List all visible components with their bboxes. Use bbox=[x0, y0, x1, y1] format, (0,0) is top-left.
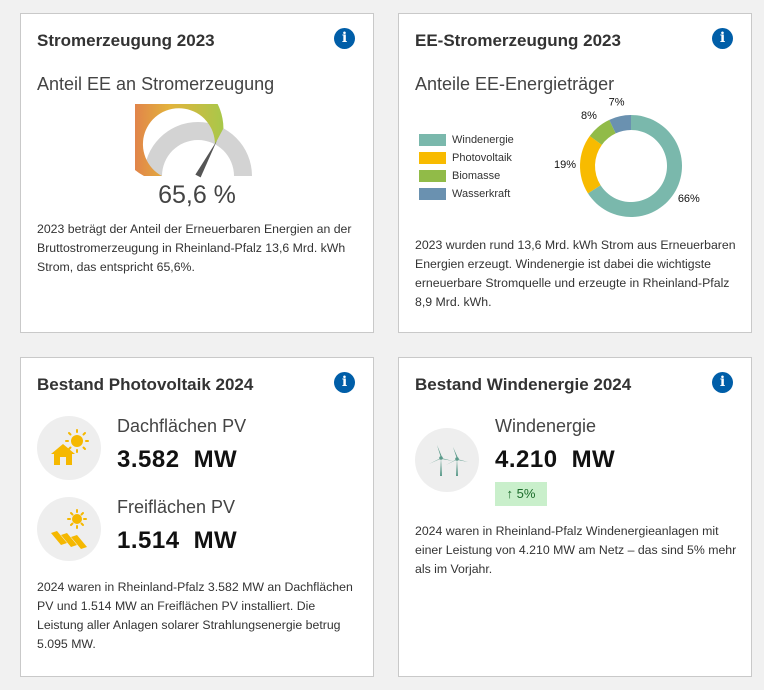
windenergie-label: Windenergie bbox=[495, 416, 597, 436]
card-description: 2023 beträgt der Anteil der Erneuerbaren… bbox=[37, 222, 352, 274]
legend-item: Wasserkraft bbox=[419, 185, 514, 203]
chart-legend: Windenergie Photovoltaik Biomasse Wasser… bbox=[419, 131, 514, 203]
legend-swatch bbox=[419, 170, 446, 182]
dachflaechen-label: Dachflächen PV bbox=[117, 416, 247, 436]
value-unit: MW bbox=[571, 446, 616, 473]
donut-slice-photovoltaik[interactable] bbox=[580, 136, 602, 194]
donut-slice-wasserkraft[interactable] bbox=[609, 115, 631, 134]
info-icon[interactable]: i bbox=[712, 372, 733, 393]
legend-label: Wasserkraft bbox=[452, 188, 511, 200]
arrow-up-icon: ↑ bbox=[506, 486, 514, 501]
gauge-chart bbox=[135, 104, 252, 178]
windenergie-value: 4.210 MW bbox=[495, 446, 629, 474]
card-description: 2023 wurden rund 13,6 Mrd. kWh Strom aus… bbox=[415, 238, 736, 309]
card-title: Stromerzeugung 2023 bbox=[37, 31, 215, 50]
card-description: 2024 waren in Rheinland-Pfalz 3.582 MW a… bbox=[37, 580, 353, 651]
legend-label: Photovoltaik bbox=[452, 152, 512, 164]
legend-item: Windenergie bbox=[419, 131, 514, 149]
legend-swatch bbox=[419, 188, 446, 200]
field-solar-icon bbox=[37, 497, 101, 561]
donut-label: 8% bbox=[581, 110, 597, 122]
value-unit: MW bbox=[193, 446, 238, 473]
legend-item: Photovoltaik bbox=[419, 149, 514, 167]
card-stromerzeugung: Stromerzeugung 2023 i Anteil EE an Strom… bbox=[20, 13, 374, 333]
gauge-fill bbox=[135, 104, 224, 176]
card-description: 2024 waren in Rheinland-Pfalz Windenergi… bbox=[415, 524, 737, 576]
freiflaechen-label: Freiflächen PV bbox=[117, 497, 236, 517]
card-subtitle: Anteil EE an Stromerzeugung bbox=[37, 74, 275, 94]
legend-label: Windenergie bbox=[452, 134, 514, 146]
donut-chart: 66% 19% 8% 7% bbox=[554, 97, 700, 217]
donut-slice-biomasse[interactable] bbox=[589, 119, 616, 145]
gauge-needle bbox=[195, 140, 217, 178]
value-unit: MW bbox=[193, 527, 238, 554]
legend-swatch bbox=[419, 134, 446, 146]
change-value: 5% bbox=[516, 486, 536, 501]
card-title: Bestand Photovoltaik 2024 bbox=[37, 375, 254, 394]
gauge-value: 65,6 % bbox=[158, 181, 236, 209]
freiflaechen-value: 1.514 MW bbox=[117, 527, 251, 555]
donut-label: 19% bbox=[554, 159, 576, 171]
change-badge: ↑ 5% bbox=[495, 482, 547, 506]
legend-label: Biomasse bbox=[452, 170, 501, 182]
card-title: Bestand Windenergie 2024 bbox=[415, 375, 632, 394]
card-ee-stromerzeugung: EE-Stromerzeugung 2023 i Anteile EE-Ener… bbox=[398, 13, 752, 333]
donut-label: 66% bbox=[678, 193, 700, 205]
value-number: 4.210 bbox=[495, 446, 558, 473]
rooftop-solar-icon bbox=[37, 416, 101, 480]
card-subtitle: Anteile EE-Energieträger bbox=[415, 74, 615, 94]
donut-label: 7% bbox=[609, 97, 625, 109]
dachflaechen-value: 3.582 MW bbox=[117, 446, 251, 474]
donut-slice-windenergie[interactable] bbox=[587, 115, 682, 217]
info-icon[interactable]: i bbox=[334, 372, 355, 393]
legend-item: Biomasse bbox=[419, 167, 514, 185]
value-number: 3.582 bbox=[117, 446, 180, 473]
gauge-track bbox=[144, 122, 252, 176]
card-title: EE-Stromerzeugung 2023 bbox=[415, 31, 621, 50]
card-bestand-windenergie: Bestand Windenergie 2024 i Windenergie 4… bbox=[398, 357, 752, 677]
card-bestand-photovoltaik: Bestand Photovoltaik 2024 i Dachflächen … bbox=[20, 357, 374, 677]
info-icon[interactable]: i bbox=[712, 28, 733, 49]
info-icon[interactable]: i bbox=[334, 28, 355, 49]
value-number: 1.514 bbox=[117, 527, 180, 554]
wind-turbine-icon bbox=[415, 428, 479, 492]
legend-swatch bbox=[419, 152, 446, 164]
